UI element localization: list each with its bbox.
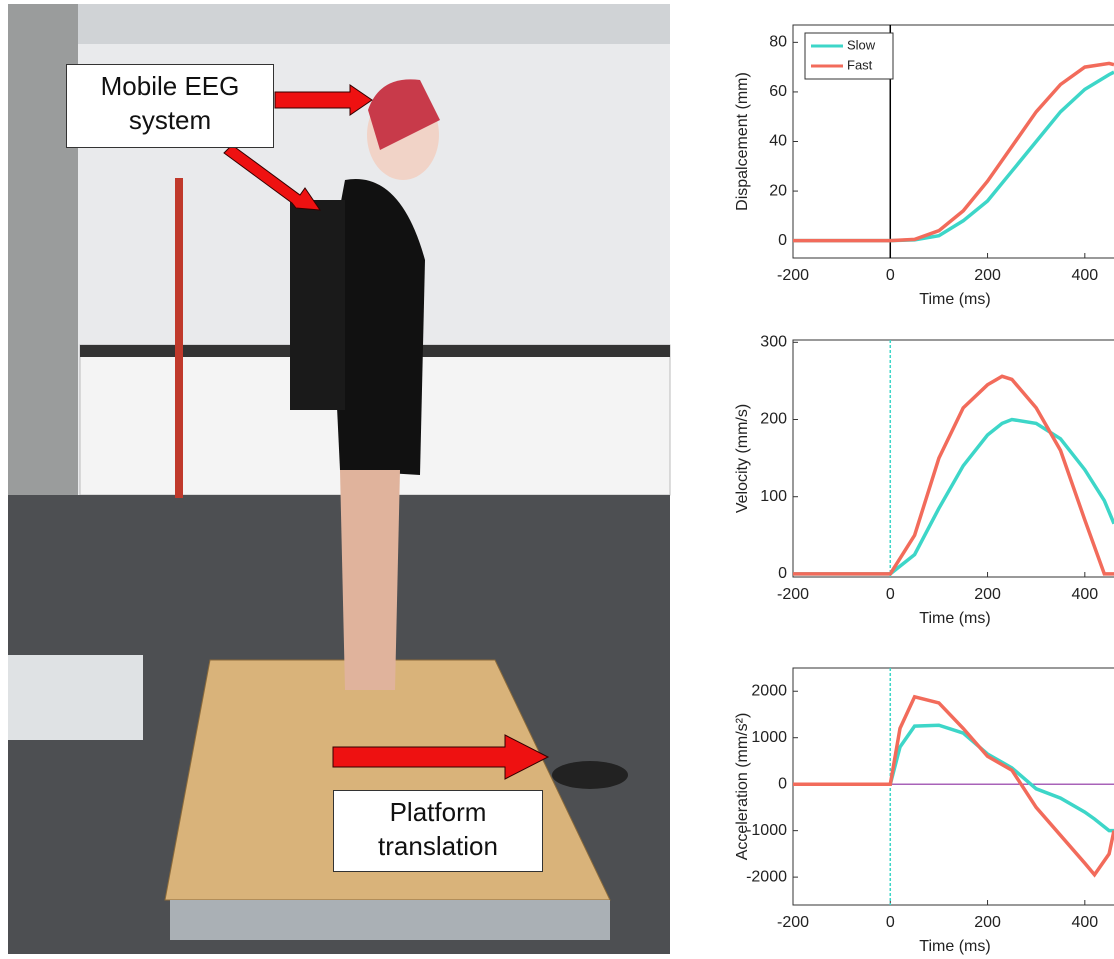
y-tick-label: -2000 xyxy=(746,868,787,885)
x-axis-label: Time (ms) xyxy=(919,938,990,955)
plot-area xyxy=(793,668,1114,905)
marker xyxy=(552,761,628,789)
y-tick-label: 200 xyxy=(760,411,787,428)
x-tick-label: 200 xyxy=(974,586,1001,603)
y-tick-label: 300 xyxy=(760,334,787,351)
x-tick-label: 200 xyxy=(974,914,1001,931)
control-box xyxy=(8,655,143,740)
x-tick-label: -200 xyxy=(777,586,809,603)
y-tick-label: 0 xyxy=(778,565,787,582)
y-tick-label: 1000 xyxy=(751,729,787,746)
x-tick-label: 200 xyxy=(974,267,1001,284)
y-tick-label: 100 xyxy=(760,488,787,505)
y-tick-label: 60 xyxy=(769,83,787,100)
legs xyxy=(340,470,400,690)
page: 020406080-2000200400Time (ms)Dispalcemen… xyxy=(0,0,1114,959)
plot-area xyxy=(793,340,1114,577)
x-tick-label: -200 xyxy=(777,914,809,931)
x-tick-label: 0 xyxy=(886,267,895,284)
x-tick-label: -200 xyxy=(777,267,809,284)
x-tick-label: 400 xyxy=(1071,586,1098,603)
backpack xyxy=(290,200,345,410)
y-tick-label: -1000 xyxy=(746,822,787,839)
y-tick-label: 20 xyxy=(769,182,787,199)
y-axis-label: Dispalcement (mm) xyxy=(734,72,751,211)
legend-label: Fast xyxy=(847,57,873,72)
y-axis-label: Acceleration (mm/s²) xyxy=(734,713,751,861)
platform-rail xyxy=(170,900,610,940)
y-tick-label: 0 xyxy=(778,775,787,792)
x-tick-label: 400 xyxy=(1071,914,1098,931)
ceiling xyxy=(8,4,670,44)
y-tick-label: 2000 xyxy=(751,682,787,699)
x-tick-label: 0 xyxy=(886,914,895,931)
x-axis-label: Time (ms) xyxy=(919,291,990,308)
x-axis-label: Time (ms) xyxy=(919,610,990,627)
y-tick-label: 0 xyxy=(778,232,787,249)
y-tick-label: 40 xyxy=(769,133,787,150)
photo-label: Platform translation xyxy=(333,790,543,872)
x-tick-label: 0 xyxy=(886,586,895,603)
y-axis-label: Velocity (mm/s) xyxy=(734,404,751,513)
legend-label: Slow xyxy=(847,37,876,52)
pole xyxy=(175,178,183,498)
y-tick-label: 80 xyxy=(769,34,787,51)
x-tick-label: 400 xyxy=(1071,267,1098,284)
photo-label: Mobile EEG system xyxy=(66,64,274,148)
